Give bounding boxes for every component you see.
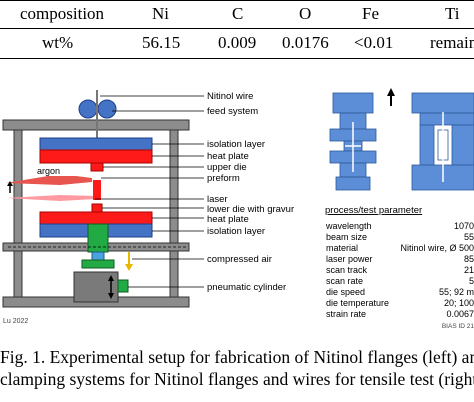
clamping-systems-illustration: process/test parameter wavelength 1070 b…	[325, 88, 474, 330]
table-header-o: O	[299, 4, 312, 23]
label-laser: laser	[207, 194, 228, 205]
label-preform: preform	[207, 173, 240, 184]
table-header-ni: Ni	[152, 4, 169, 23]
param-name: scan rate	[326, 276, 363, 286]
feed-roller-left	[78, 99, 98, 119]
param-value: 55; 92 m	[439, 287, 474, 297]
compressed-air-arrow-head	[125, 264, 133, 271]
upper-die	[90, 162, 104, 172]
param-name: die temperature	[326, 298, 389, 308]
argon-nozzle	[6, 174, 92, 185]
table-top-rule	[0, 0, 474, 1]
param-value: 55	[464, 232, 474, 242]
lower-die	[91, 203, 103, 213]
label-compressed-air: compressed air	[207, 254, 272, 265]
callout-labels: Nitinol wire feed system isolation layer…	[207, 91, 294, 293]
label-isolation-layer-top: isolation layer	[207, 139, 265, 150]
table-mid-rule	[0, 28, 474, 29]
label-heat-plate-bottom: heat plate	[207, 214, 249, 225]
upper-heat-plate	[39, 149, 153, 164]
table-header-ti: Ti	[445, 4, 460, 23]
forming-setup-schematic: argon	[2, 90, 294, 325]
param-name: wavelength	[325, 221, 372, 231]
table-cell-fe: <0.01	[354, 33, 394, 52]
table-header-composition: composition	[20, 4, 105, 23]
param-name: beam size	[326, 232, 367, 242]
param-table-title: process/test parameter	[325, 205, 422, 216]
experimental-setup-figure: argon	[2, 88, 474, 330]
table-header-c: C	[232, 4, 244, 23]
table-header-fe: Fe	[362, 4, 379, 23]
callout-lines	[95, 95, 204, 288]
argon-label: argon	[37, 166, 60, 176]
piston-flange	[81, 259, 115, 269]
figure-credit: Lu 2022	[3, 318, 28, 325]
wire-clamp	[411, 92, 474, 191]
frame-left-column	[13, 129, 23, 298]
table-cell-ti: remaine	[430, 33, 474, 52]
param-name: laser power	[326, 254, 373, 264]
frame-right-column	[169, 129, 179, 298]
label-pneumatic-cylinder: pneumatic cylinder	[207, 282, 286, 293]
caption-line-2: clamping systems for Nitinol flanges and…	[0, 369, 474, 389]
label-feed-system: feed system	[207, 106, 258, 117]
label-heat-plate-top: heat plate	[207, 151, 249, 162]
table-cell-ni: 56.15	[142, 33, 181, 52]
cylinder-arrow-down	[108, 293, 114, 299]
label-isolation-layer-bottom: isolation layer	[207, 226, 265, 237]
table-cell-o: 0.0176	[282, 33, 329, 52]
param-value: 85	[464, 254, 474, 264]
param-name: strain rate	[326, 309, 366, 319]
bias-id: BIAS ID 21	[442, 323, 474, 330]
table-cell-unit: wt%	[42, 33, 74, 52]
param-name: scan track	[326, 265, 368, 275]
lower-heat-plate	[39, 211, 153, 225]
feed-roller-right	[97, 99, 117, 119]
preform	[93, 180, 101, 200]
param-name: material	[326, 243, 358, 253]
param-table: wavelength 1070 beam size 55 material Ni…	[325, 221, 474, 319]
caption-line-1: Fig. 1. Experimental setup for fabricati…	[0, 347, 474, 367]
label-lower-die: lower die with gravur	[207, 204, 294, 215]
param-value: 20; 100	[444, 298, 474, 308]
composition-table: composition Ni C O Fe Ti wt% 56.15 0.009…	[0, 0, 474, 60]
param-name: die speed	[326, 287, 365, 297]
label-nitinol-wire: Nitinol wire	[207, 91, 253, 102]
argon-label-bg	[34, 166, 82, 176]
param-value: 0.0067	[446, 309, 474, 319]
upper-isolation-layer	[39, 137, 153, 151]
cylinder-arrow-up	[108, 275, 114, 281]
param-value: 5	[469, 276, 474, 286]
label-upper-die: upper die	[207, 162, 247, 173]
param-value: 21	[464, 265, 474, 275]
tensile-arrow-head	[387, 88, 395, 96]
param-value: Nitinol wire, Ø 500	[400, 243, 474, 253]
param-value: 1070	[454, 221, 474, 231]
table-bottom-rule	[0, 58, 474, 59]
figure-caption: Fig. 1. Experimental setup for fabricati…	[0, 346, 474, 390]
table-cell-c: 0.009	[218, 33, 257, 52]
lower-die-holder	[87, 223, 109, 253]
laser-beam	[6, 195, 95, 201]
laser-arrow-head	[7, 181, 13, 186]
air-valve	[117, 279, 129, 293]
